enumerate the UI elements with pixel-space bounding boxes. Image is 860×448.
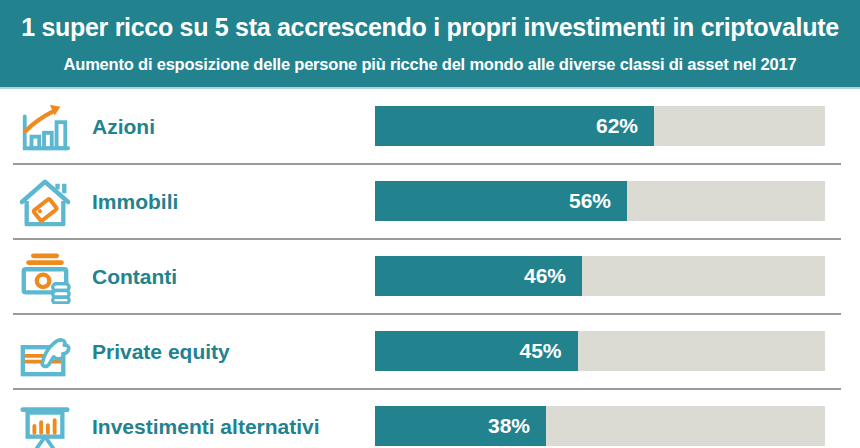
asset-row: Azioni 62% <box>0 89 860 164</box>
bar-value-label: 46% <box>524 256 566 296</box>
subtitle: Aumento di esposizione delle persone più… <box>0 42 860 74</box>
asset-label: Investimenti alternativi <box>92 415 320 439</box>
asset-row: Contanti 46% <box>0 239 860 314</box>
bar-track: 38% <box>375 406 825 446</box>
bar-value-label: 56% <box>569 181 611 221</box>
asset-label: Immobili <box>92 190 178 214</box>
asset-label: Azioni <box>92 115 155 139</box>
house-tag-icon <box>18 175 72 229</box>
asset-row: Private equity 45% <box>0 314 860 389</box>
infographic: 1 super ricco su 5 sta accrescendo i pro… <box>0 0 860 448</box>
hand-card-icon <box>18 325 72 379</box>
asset-row: Investimenti alternativi 38% <box>0 389 860 448</box>
asset-row: Immobili 56% <box>0 164 860 239</box>
bar-value-label: 62% <box>596 106 638 146</box>
cash-icon <box>18 250 72 304</box>
bar-fill: 62% <box>375 106 654 146</box>
header: 1 super ricco su 5 sta accrescendo i pro… <box>0 0 860 89</box>
bar-fill: 46% <box>375 256 582 296</box>
bar-track: 56% <box>375 181 825 221</box>
bar-track: 62% <box>375 106 825 146</box>
bar-track: 46% <box>375 256 825 296</box>
bar-value-label: 45% <box>519 331 561 371</box>
presentation-chart-icon <box>18 400 72 448</box>
bar-chart-up-icon <box>18 100 72 154</box>
title: 1 super ricco su 5 sta accrescendo i pro… <box>0 0 860 42</box>
bar-fill: 56% <box>375 181 627 221</box>
bar-track: 45% <box>375 331 825 371</box>
asset-label: Private equity <box>92 340 230 364</box>
asset-label: Contanti <box>92 265 177 289</box>
bar-fill: 38% <box>375 406 546 446</box>
asset-rows: Azioni 62% Immobili 56% <box>0 89 860 448</box>
bar-fill: 45% <box>375 331 578 371</box>
bar-value-label: 38% <box>488 406 530 446</box>
